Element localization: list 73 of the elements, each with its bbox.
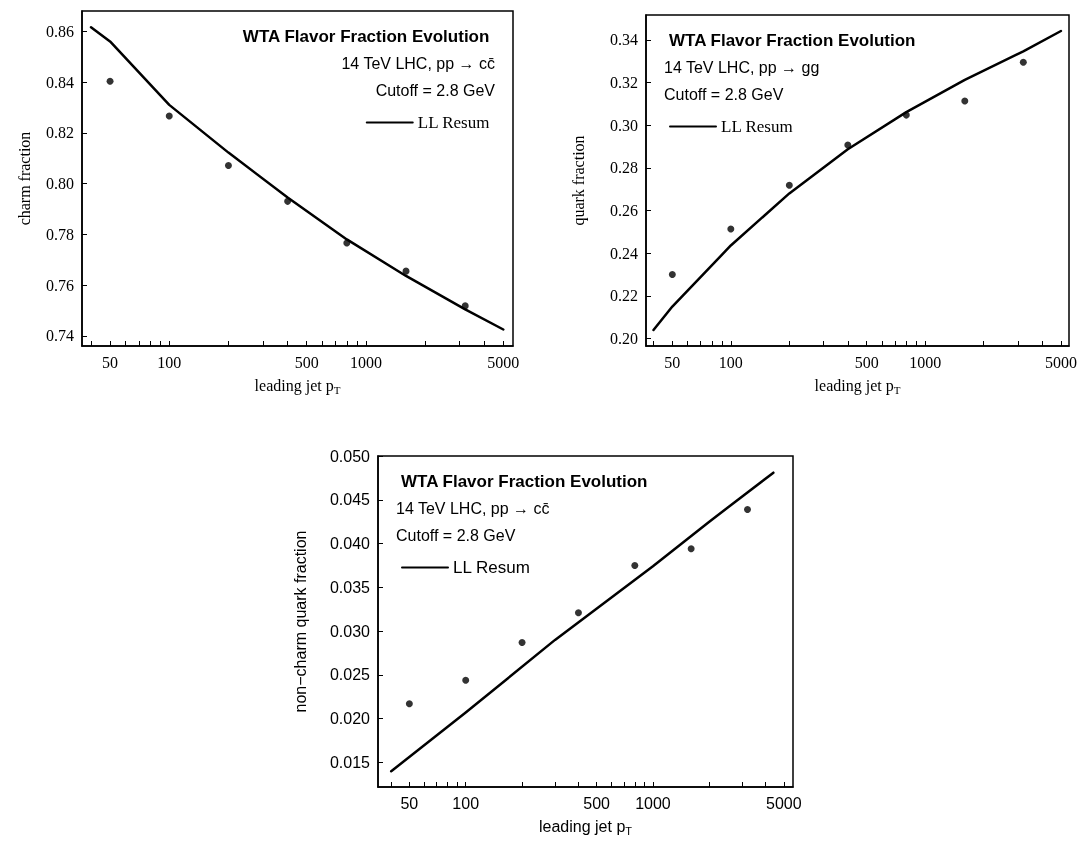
point [961, 97, 969, 105]
x-tick-label: 500 [583, 794, 611, 812]
point [106, 77, 114, 85]
y-tick-label: 0.76 [46, 276, 74, 294]
annotation: Cutoff = 2.8 GeV [396, 526, 516, 544]
text: WTA Flavor Fraction Evolution [669, 31, 916, 50]
y-tick-label: 0.030 [329, 622, 371, 640]
point [668, 271, 676, 279]
point [844, 141, 852, 149]
point [687, 545, 695, 553]
point [165, 112, 173, 120]
y-tick-label: 0.035 [329, 578, 371, 596]
y-tick-label: 0.050 [329, 447, 371, 465]
text: WTA Flavor Fraction Evolution [401, 472, 648, 491]
y-tick-label: 0.78 [46, 225, 74, 243]
point [744, 505, 751, 513]
point [518, 639, 526, 647]
legend-label: LL Resum [721, 117, 793, 136]
x-tick-label: 50 [400, 794, 419, 812]
x-tick-label: 100 [157, 353, 182, 371]
point [462, 676, 470, 684]
y-tick-label: 0.84 [46, 73, 74, 91]
point [284, 197, 292, 205]
y-tick-label: 0.015 [329, 753, 371, 771]
y-tick-label: 0.34 [610, 31, 638, 49]
y-tick-label: 0.22 [610, 287, 638, 305]
y-tick-label: 0.26 [610, 201, 638, 219]
point [1019, 58, 1027, 66]
y-tick-label: 0.74 [46, 327, 74, 345]
y-tick-label: 0.020 [329, 710, 371, 728]
x-tick-label: 1000 [349, 353, 382, 371]
annotation: Cutoff = 2.8 GeV [375, 81, 496, 99]
y-axis-title: quark fraction [569, 135, 588, 226]
point [574, 609, 582, 617]
x-tick-label: 100 [452, 794, 480, 812]
y-axis-title: non−charm quark fraction [291, 530, 309, 713]
y-tick-label: 0.82 [46, 124, 74, 142]
y-tick-label: 0.025 [329, 666, 371, 684]
point [631, 561, 639, 569]
y-tick-label: 0.30 [610, 116, 638, 134]
y-tick-label: 0.24 [610, 244, 638, 262]
y-tick-label: 0.32 [610, 73, 638, 91]
point [727, 225, 735, 233]
annotation: 14 TeV LHC, pp → cc̄ [341, 54, 495, 72]
y-tick-label: 0.28 [610, 159, 638, 177]
x-tick-label: 5000 [765, 794, 802, 812]
x-tick-label: 50 [664, 353, 681, 371]
annotation: 14 TeV LHC, pp → gg [664, 58, 820, 76]
text: WTA Flavor Fraction Evolution [242, 27, 490, 46]
y-tick-label: 0.045 [329, 491, 371, 509]
x-tick-label: 50 [102, 353, 119, 371]
x-tick-label: 5000 [487, 353, 520, 371]
x-tick-label: 100 [718, 353, 743, 371]
x-tick-label: 500 [294, 353, 319, 371]
point [785, 181, 793, 189]
y-tick-label: 0.20 [610, 330, 638, 348]
x-tick-label: 5000 [1044, 353, 1077, 371]
point [224, 162, 232, 170]
y-tick-label: 0.86 [46, 22, 74, 40]
point [461, 302, 469, 310]
x-tick-label: 500 [854, 353, 879, 371]
y-axis-title: charm fraction [15, 131, 33, 226]
point [902, 111, 910, 119]
point [343, 239, 351, 247]
point [405, 700, 413, 708]
legend-label: LL Resum [417, 113, 490, 132]
annotation: Cutoff = 2.8 GeV [664, 85, 784, 103]
y-tick-label: 0.80 [46, 175, 74, 193]
annotation: 14 TeV LHC, pp → cc̄ [396, 499, 550, 517]
y-tick-label: 0.040 [329, 535, 371, 553]
x-tick-label: 1000 [909, 353, 942, 371]
legend-label: LL Resum [453, 558, 530, 577]
x-tick-label: 1000 [635, 794, 671, 812]
